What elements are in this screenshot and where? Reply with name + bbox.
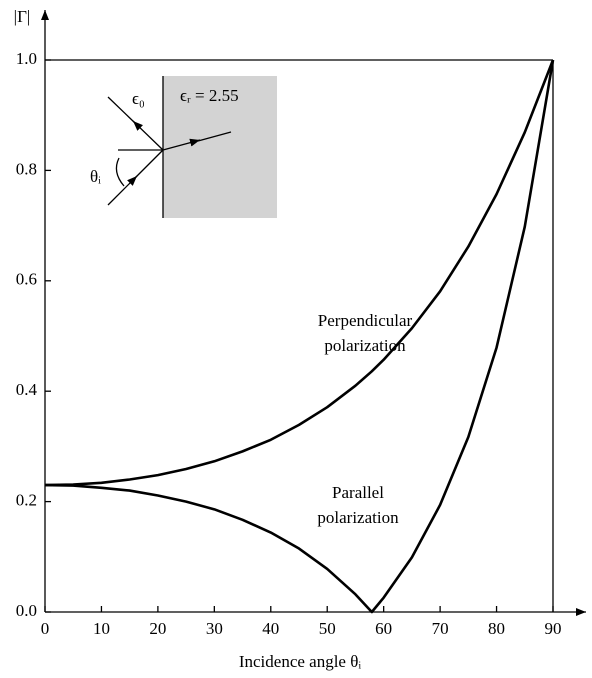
annotation: Perpendicular xyxy=(318,311,413,330)
y-axis-label: |Γ| xyxy=(14,7,31,26)
x-tick-label: 40 xyxy=(262,619,279,638)
annotation: polarization xyxy=(324,336,406,355)
annotation: polarization xyxy=(317,508,399,527)
x-tick-label: 70 xyxy=(432,619,449,638)
reflected-ray-arrow xyxy=(132,120,164,151)
x-tick-label: 0 xyxy=(41,619,50,638)
x-tick-label: 60 xyxy=(375,619,392,638)
y-tick-label: 0.8 xyxy=(16,159,37,178)
y-tick-label: 0.4 xyxy=(16,380,38,399)
incident-ray xyxy=(134,149,164,179)
inset-label: ϵ₀ xyxy=(132,89,145,108)
transmitted-ray xyxy=(197,131,232,142)
line xyxy=(44,59,555,614)
line xyxy=(44,59,555,487)
y-tick-label: 0.2 xyxy=(16,491,37,510)
inset-label: θᵢ xyxy=(90,167,101,186)
x-tick-label: 20 xyxy=(149,619,166,638)
angle-arc xyxy=(115,157,125,187)
x-tick-label: 90 xyxy=(545,619,562,638)
x-tick-label: 50 xyxy=(319,619,336,638)
y-tick-label: 0.6 xyxy=(16,270,37,289)
y-tick-label: 0.0 xyxy=(16,601,37,620)
dielectric-region xyxy=(163,76,277,218)
inset-label: ϵᵣ = 2.55 xyxy=(180,86,239,105)
y-tick-label: 1.0 xyxy=(16,49,37,68)
incident-ray-arrow xyxy=(107,175,138,206)
x-tick-label: 80 xyxy=(488,619,505,638)
inset: ϵ₀ ϵᵣ = 2.55 θᵢ xyxy=(90,76,277,218)
reflected-ray xyxy=(107,96,136,124)
x-tick-label: 30 xyxy=(206,619,223,638)
annotation: Parallel xyxy=(332,483,384,502)
transmitted-ray-arrow xyxy=(162,138,201,151)
x-axis-label: Incidence angle θᵢ xyxy=(239,652,362,671)
x-tick-label: 10 xyxy=(93,619,110,638)
